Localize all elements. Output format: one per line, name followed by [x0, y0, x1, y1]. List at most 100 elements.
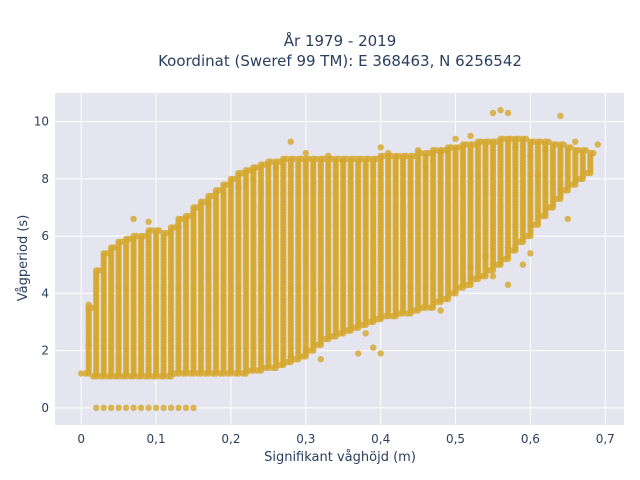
data-point: [202, 370, 209, 377]
data-point: [205, 201, 212, 208]
y-tick-label: 0: [41, 401, 49, 415]
data-point: [382, 313, 389, 320]
data-point: [130, 215, 137, 223]
data-point: [122, 404, 130, 411]
x-tick-label: 0,3: [296, 432, 315, 446]
data-point: [172, 370, 179, 377]
data-point: [374, 315, 381, 323]
data-point: [90, 373, 97, 380]
data-point: [287, 138, 294, 145]
data-point: [534, 172, 542, 180]
data-point: [302, 347, 309, 354]
x-tick-label: 0,6: [521, 432, 540, 446]
data-point: [137, 404, 145, 411]
y-axis-ticks: 0 2 4 6 8 10: [34, 115, 49, 415]
x-tick-label: 0,2: [221, 432, 240, 446]
data-point: [85, 341, 92, 349]
x-axis-title: Signifikant våghöjd (m): [264, 450, 416, 465]
data-point: [232, 370, 239, 377]
data-point: [576, 175, 583, 183]
data-point: [467, 264, 474, 271]
data-point: [512, 144, 519, 151]
data-point: [569, 181, 576, 188]
data-point: [164, 373, 172, 380]
data-point: [194, 370, 202, 377]
data-point: [82, 370, 89, 377]
data-point: [482, 252, 489, 260]
data-point: [411, 307, 419, 314]
x-axis-ticks: 0 0,1 0,2 0,3 0,4 0,5 0,6 0,7: [77, 432, 614, 446]
x-tick-label: 0: [77, 432, 85, 446]
data-point: [489, 273, 497, 280]
data-point: [527, 152, 534, 160]
data-point: [494, 261, 501, 268]
data-point: [449, 290, 456, 297]
data-point: [78, 370, 85, 377]
x-tick-label: 0,1: [147, 432, 166, 446]
data-point: [486, 267, 494, 274]
data-point: [426, 304, 434, 311]
data-point: [531, 221, 539, 228]
data-point: [392, 310, 399, 317]
data-point: [277, 361, 284, 369]
data-point: [97, 373, 104, 380]
data-point: [93, 404, 100, 411]
data-point: [152, 404, 160, 411]
data-point: [527, 250, 534, 257]
data-point: [175, 404, 182, 411]
data-point: [314, 341, 321, 349]
data-point: [149, 373, 157, 380]
data-point: [504, 244, 512, 251]
data-point: [115, 404, 122, 411]
data-point: [175, 224, 182, 231]
data-point: [269, 364, 277, 371]
data-point: [352, 324, 359, 331]
data-point: [377, 144, 384, 151]
data-point: [467, 132, 474, 140]
data-point: [519, 261, 527, 268]
data-point: [119, 373, 127, 380]
data-point: [377, 350, 384, 357]
data-point: [344, 327, 351, 334]
data-point: [307, 347, 314, 354]
data-point: [456, 284, 464, 291]
data-point: [217, 370, 224, 377]
data-point: [100, 404, 107, 411]
data-point: [105, 373, 112, 380]
data-point: [437, 149, 444, 157]
data-point: [584, 169, 591, 177]
data-point: [272, 164, 280, 171]
data-point: [557, 187, 564, 194]
data-point: [209, 370, 217, 377]
data-point: [370, 344, 377, 351]
data-point: [112, 373, 119, 380]
data-point: [434, 298, 441, 306]
data-point: [187, 370, 194, 377]
data-point: [441, 295, 449, 303]
data-point: [516, 238, 524, 245]
data-point: [489, 109, 497, 117]
data-point: [325, 152, 332, 160]
x-tick-label: 0,4: [371, 432, 390, 446]
data-point: [254, 367, 262, 374]
data-point: [594, 141, 601, 148]
data-point: [464, 281, 471, 288]
data-point: [524, 232, 531, 240]
data-point: [142, 373, 149, 380]
y-tick-label: 10: [34, 115, 49, 129]
data-point: [130, 404, 137, 411]
data-point: [127, 373, 134, 380]
data-point: [367, 318, 374, 326]
data-point: [422, 164, 429, 171]
data-point: [404, 310, 411, 317]
y-axis-title: Vågperiod (s): [16, 215, 31, 302]
y-tick-label: 6: [41, 229, 49, 243]
data-point: [182, 404, 190, 411]
x-tick-label: 0,7: [596, 432, 615, 446]
data-point: [160, 404, 167, 411]
x-tick-label: 0,5: [446, 432, 465, 446]
data-point: [167, 404, 175, 411]
data-point: [145, 404, 152, 411]
data-point: [337, 330, 344, 337]
y-tick-label: 8: [41, 172, 49, 186]
